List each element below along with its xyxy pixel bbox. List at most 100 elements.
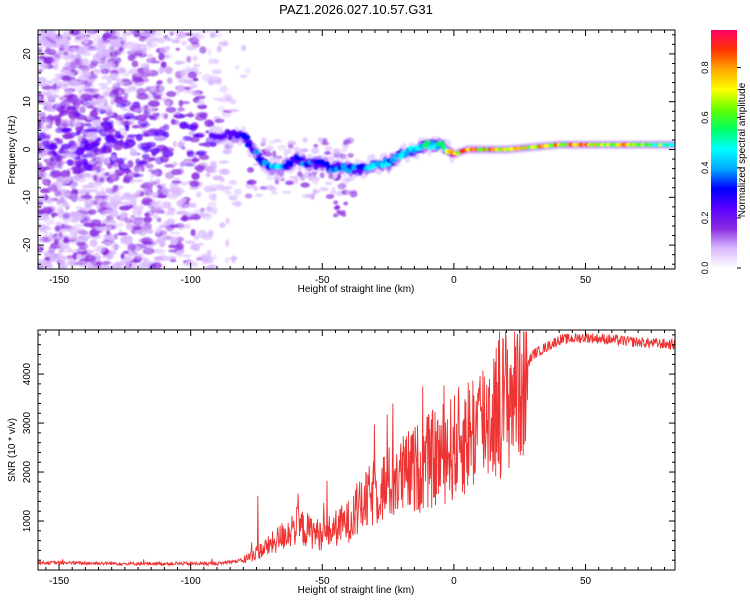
heatmap-cell bbox=[317, 137, 323, 143]
heatmap-cell bbox=[155, 187, 162, 196]
heatmap-cell bbox=[58, 38, 69, 42]
heatmap-cell bbox=[247, 179, 257, 185]
heatmap-cell bbox=[345, 178, 352, 183]
heatmap-cell bbox=[186, 55, 192, 63]
heatmap-cell bbox=[155, 178, 161, 185]
heatmap-cell bbox=[42, 226, 52, 231]
heatmap-cell bbox=[124, 124, 130, 132]
heatmap-cell bbox=[169, 231, 181, 235]
spectrogram-x-axis: -150 -100 -50 0 50 bbox=[45, 30, 665, 286]
heatmap-cell bbox=[61, 104, 73, 111]
heatmap-cell bbox=[112, 213, 120, 218]
heatmap-cell bbox=[120, 40, 125, 46]
heatmap-cell bbox=[136, 114, 148, 121]
heatmap-cell bbox=[128, 197, 137, 204]
heatmap-cell bbox=[334, 205, 340, 210]
heatmap-cell bbox=[215, 30, 221, 34]
heatmap-cell bbox=[253, 185, 258, 192]
heatmap-cell bbox=[90, 136, 98, 140]
heatmap-cell bbox=[219, 85, 228, 93]
heatmap-cell bbox=[87, 266, 94, 269]
snr-series-line bbox=[38, 331, 675, 568]
heatmap-cell bbox=[61, 123, 70, 128]
heatmap-cell bbox=[63, 200, 69, 207]
snr-ytick-label: 1000 bbox=[22, 509, 33, 532]
heatmap-cell bbox=[190, 243, 201, 251]
heatmap-cell bbox=[134, 179, 144, 183]
heatmap-cell bbox=[172, 140, 177, 148]
heatmap-cell bbox=[333, 213, 339, 218]
colorbar-tick-label: 0.6 bbox=[700, 111, 710, 124]
colorbar: 0.0 0.2 0.4 0.6 0.8 Normalized spectral ampl… bbox=[700, 30, 748, 274]
heatmap-cell bbox=[120, 239, 131, 245]
heatmap-cell bbox=[184, 163, 196, 167]
heatmap-cell bbox=[67, 62, 80, 70]
heatmap-cell bbox=[287, 140, 297, 145]
heatmap-cell bbox=[133, 108, 142, 112]
heatmap-cell bbox=[66, 255, 77, 259]
heatmap-cell bbox=[187, 202, 197, 208]
heatmap-cell bbox=[72, 119, 82, 128]
heatmap-cell bbox=[214, 34, 223, 38]
heatmap-cell bbox=[62, 238, 70, 244]
heatmap-cell bbox=[48, 52, 56, 56]
heatmap-cell bbox=[403, 151, 410, 158]
heatmap-cell bbox=[176, 236, 185, 242]
heatmap-cell bbox=[102, 122, 110, 129]
heatmap-cell bbox=[198, 154, 210, 160]
heatmap-cell bbox=[104, 30, 111, 33]
heatmap-cell bbox=[39, 188, 51, 194]
heatmap-cell bbox=[156, 217, 162, 223]
heatmap-cell bbox=[143, 188, 152, 194]
heatmap-cell bbox=[154, 147, 160, 152]
heatmap-cell bbox=[132, 53, 137, 59]
heatmap-cell bbox=[99, 128, 107, 137]
heatmap-cell bbox=[157, 254, 168, 262]
heatmap-cell bbox=[266, 145, 275, 151]
heatmap-cell bbox=[325, 194, 335, 199]
heatmap-cell bbox=[199, 111, 209, 119]
heatmap-cell bbox=[107, 135, 116, 143]
heatmap-cell bbox=[218, 41, 223, 46]
heatmap-cell bbox=[340, 148, 348, 153]
heatmap-cell bbox=[146, 41, 158, 48]
heatmap-cell bbox=[145, 130, 153, 137]
heatmap-cell bbox=[101, 39, 112, 43]
spectrogram-y-axis: -20 -10 0 10 20 bbox=[22, 34, 675, 265]
heatmap-cell bbox=[312, 179, 319, 185]
heatmap-cell bbox=[74, 178, 87, 183]
heatmap-cell bbox=[53, 137, 61, 142]
heatmap-cell bbox=[184, 86, 191, 91]
snr-xtick-label: -150 bbox=[49, 576, 69, 587]
heatmap-cell bbox=[103, 260, 110, 266]
heatmap-cell bbox=[51, 78, 60, 83]
heatmap-cell bbox=[149, 37, 160, 42]
heatmap-cell bbox=[107, 88, 112, 94]
heatmap-cell bbox=[145, 229, 154, 234]
heatmap-cell bbox=[337, 183, 347, 190]
heatmap-cell bbox=[117, 232, 128, 236]
heatmap-cell bbox=[69, 114, 77, 121]
figure-title: PAZ1.2026.027.10.57.G31 bbox=[279, 2, 433, 17]
heatmap-cell bbox=[121, 201, 132, 207]
spectrogram-ytick-label: 10 bbox=[22, 96, 33, 108]
heatmap-cell bbox=[111, 172, 116, 180]
heatmap-cell bbox=[92, 53, 101, 62]
heatmap-cell bbox=[177, 205, 187, 210]
heatmap-cell bbox=[114, 115, 123, 122]
heatmap-cell bbox=[214, 118, 225, 123]
heatmap-cell bbox=[289, 175, 299, 180]
heatmap-cell bbox=[347, 152, 354, 158]
spectrogram-xtick-label: -50 bbox=[315, 275, 330, 286]
heatmap-cell bbox=[89, 63, 97, 69]
heatmap-cell bbox=[142, 247, 155, 255]
heatmap-cell bbox=[175, 47, 180, 51]
heatmap-cell bbox=[190, 228, 196, 237]
heatmap-cell bbox=[120, 78, 131, 82]
heatmap-cell bbox=[38, 201, 44, 205]
heatmap-cell bbox=[298, 147, 309, 153]
heatmap-cell bbox=[129, 117, 136, 126]
heatmap-cell bbox=[145, 163, 154, 169]
heatmap-cell bbox=[210, 141, 217, 147]
heatmap-cell bbox=[170, 237, 179, 246]
